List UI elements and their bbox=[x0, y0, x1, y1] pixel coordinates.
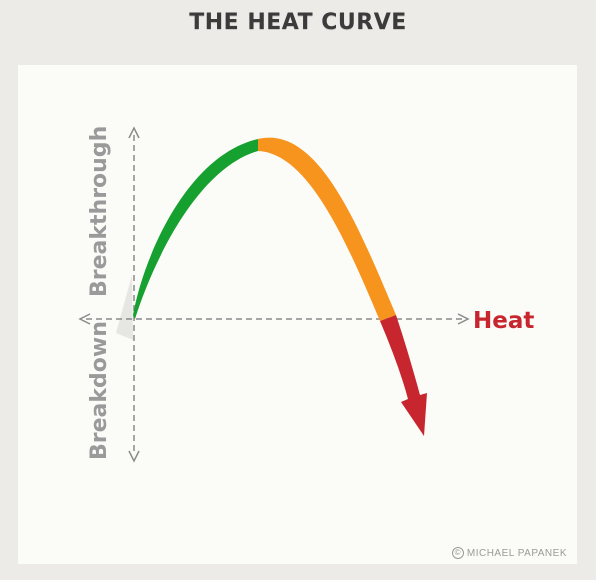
diagram-panel: Heat Breakthrough Breakdown © MICHAEL PA… bbox=[18, 65, 577, 564]
page-title: THE HEAT CURVE bbox=[189, 10, 407, 35]
x-axis-label-heat: Heat bbox=[473, 308, 534, 334]
y-axis-label-breakthrough: Breakthrough bbox=[87, 126, 112, 297]
copyright-credit: © MICHAEL PAPANEK bbox=[451, 547, 567, 559]
origin-shadow bbox=[116, 275, 133, 340]
curve-collapse-arrow bbox=[380, 315, 427, 436]
curve-falling-segment bbox=[258, 137, 396, 321]
curve-rising-segment bbox=[133, 139, 258, 319]
y-axis-label-breakdown: Breakdown bbox=[87, 321, 112, 460]
y-axis-up-arrowhead bbox=[128, 126, 140, 139]
copyright-icon: © bbox=[451, 547, 464, 559]
x-axis-left-arrowhead bbox=[78, 313, 91, 325]
credit-text: MICHAEL PAPANEK bbox=[466, 547, 567, 559]
x-axis-right-arrowhead bbox=[457, 313, 470, 325]
y-axis-down-arrowhead bbox=[128, 450, 140, 463]
heat-curve-diagram: Heat Breakthrough Breakdown bbox=[78, 126, 534, 463]
